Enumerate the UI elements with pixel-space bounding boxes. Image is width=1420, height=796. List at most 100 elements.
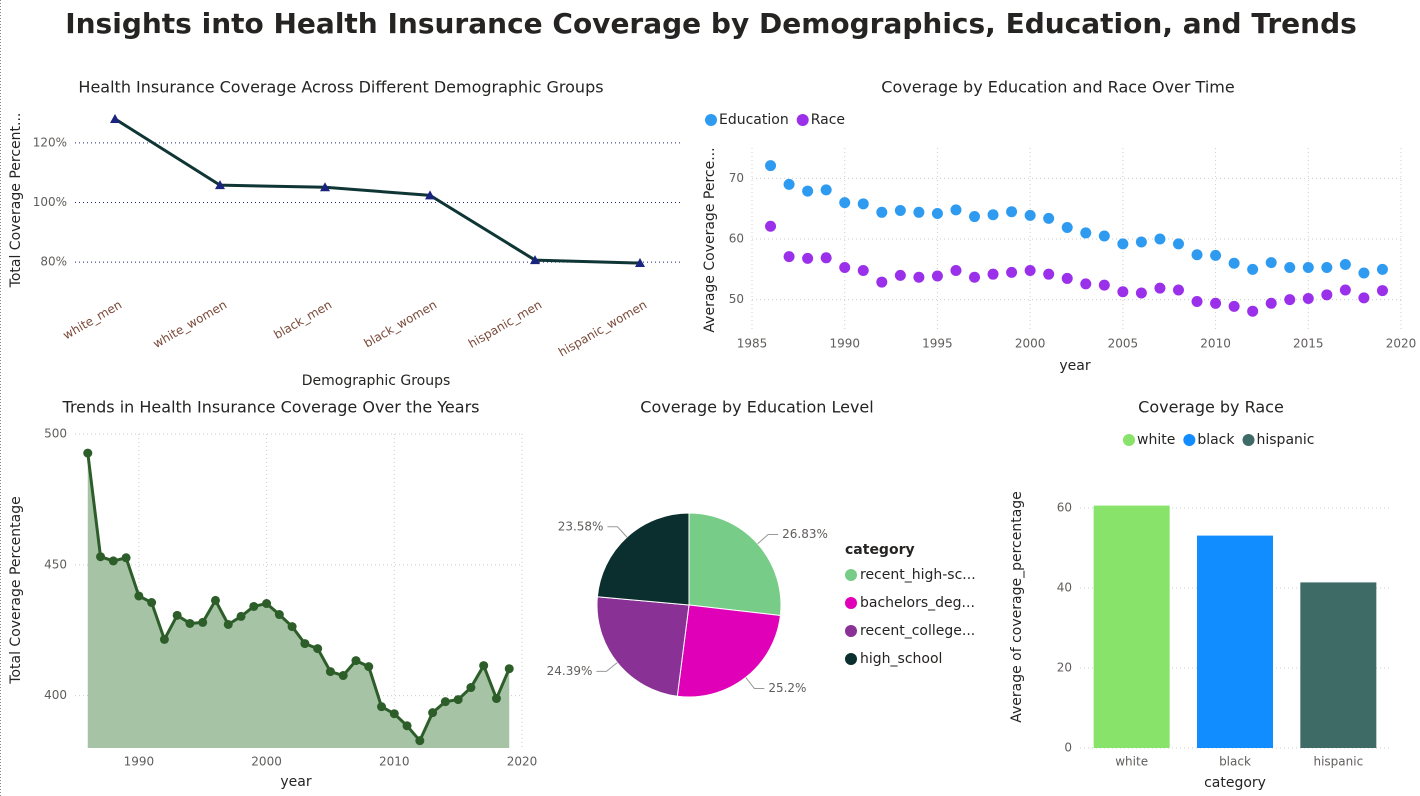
data-point — [1358, 267, 1370, 279]
data-point — [479, 661, 489, 671]
data-point — [325, 667, 335, 677]
data-point — [876, 206, 888, 218]
y-tick-label: 60 — [1057, 501, 1072, 515]
data-point — [83, 448, 93, 458]
data-point — [950, 265, 962, 277]
data-point — [1376, 285, 1388, 297]
legend-marker — [796, 114, 809, 126]
y-tick-label: 100% — [33, 195, 67, 209]
y-axis-label: Total Coverage Percent... — [8, 113, 24, 289]
data-point — [210, 595, 220, 605]
legend-label: Race — [811, 112, 845, 128]
data-point — [1247, 305, 1259, 317]
data-point — [857, 198, 869, 210]
bar — [1093, 505, 1170, 748]
data-point — [1098, 279, 1110, 291]
data-point — [1358, 292, 1370, 304]
data-point — [1098, 230, 1110, 242]
data-point — [765, 220, 777, 232]
pie-slice — [676, 604, 781, 698]
data-point — [1191, 249, 1203, 261]
data-point — [428, 708, 438, 718]
data-point — [121, 553, 131, 563]
data-point — [320, 182, 330, 192]
x-tick-label: white_men — [60, 298, 124, 343]
data-point — [820, 252, 832, 264]
data-point — [453, 695, 463, 705]
leader-line — [745, 677, 765, 689]
data-point — [262, 599, 272, 609]
data-point — [402, 721, 412, 731]
data-point — [287, 622, 297, 632]
data-point — [987, 209, 999, 221]
legend-label: bachelors_deg... — [860, 595, 975, 611]
x-tick-label: 2010 — [379, 755, 410, 769]
y-tick-label: 120% — [33, 135, 67, 149]
data-point — [1210, 297, 1222, 309]
data-point — [802, 185, 814, 197]
legend-label: white — [1137, 432, 1175, 448]
legend-label: hispanic — [1257, 432, 1315, 448]
y-axis-label: Total Coverage Percentage — [8, 496, 24, 684]
data-point — [839, 197, 851, 209]
data-point — [1228, 300, 1240, 312]
x-axis-label: year — [1059, 358, 1090, 374]
data-point — [1117, 238, 1129, 250]
legend-label: black — [1197, 432, 1235, 448]
y-axis-label: Average of coverage_percentage — [1009, 491, 1025, 723]
data-point — [215, 180, 225, 190]
data-point — [134, 591, 144, 601]
data-point — [1080, 278, 1092, 290]
data-point — [415, 736, 425, 746]
data-point — [377, 702, 387, 712]
leader-line — [607, 526, 628, 538]
x-tick-label: 1990 — [124, 755, 155, 769]
data-point — [389, 709, 399, 719]
legend-marker — [845, 597, 857, 609]
legend-label: high_school — [860, 651, 942, 667]
data-point — [1024, 209, 1036, 221]
data-point — [249, 601, 259, 611]
chart-title: Coverage by Education and Race Over Time — [881, 78, 1234, 97]
data-point — [857, 265, 869, 277]
data-point — [1302, 262, 1314, 274]
data-point — [931, 208, 943, 220]
data-point — [783, 251, 795, 263]
data-point — [1043, 268, 1055, 280]
data-point — [1006, 266, 1018, 278]
x-tick-label: hispanic_women — [556, 298, 649, 360]
data-point — [466, 683, 476, 693]
series-line — [86, 452, 511, 744]
y-axis-label: Average Coverage Perce... — [702, 147, 718, 332]
x-tick-label: white_women — [151, 298, 230, 351]
bar — [1300, 582, 1377, 748]
data-point — [1376, 263, 1388, 275]
x-axis-label: Demographic Groups — [302, 373, 451, 389]
data-point — [147, 598, 157, 608]
x-tick-label: 2010 — [1200, 337, 1231, 351]
pie-slice — [688, 512, 782, 617]
data-point — [159, 634, 169, 644]
data-point — [1321, 289, 1333, 301]
data-point — [820, 184, 832, 196]
data-label: 24.39% — [547, 664, 593, 678]
y-tick-label: 0 — [1064, 741, 1072, 755]
series-line — [114, 117, 641, 265]
data-point — [108, 556, 118, 566]
data-point — [1135, 236, 1147, 248]
data-label: 23.58% — [558, 519, 604, 533]
x-axis-label: year — [280, 774, 311, 790]
data-point — [1135, 287, 1147, 299]
data-point — [274, 610, 284, 620]
data-point — [300, 639, 310, 649]
data-point — [110, 113, 120, 123]
data-point — [1210, 249, 1222, 261]
data-point — [1154, 233, 1166, 245]
chart-title: Coverage by Education Level — [640, 398, 873, 417]
data-point — [1265, 297, 1277, 309]
legend-marker — [1123, 434, 1135, 446]
data-point — [839, 262, 851, 274]
y-tick-label: 20 — [1057, 661, 1072, 675]
data-point — [1284, 294, 1296, 306]
